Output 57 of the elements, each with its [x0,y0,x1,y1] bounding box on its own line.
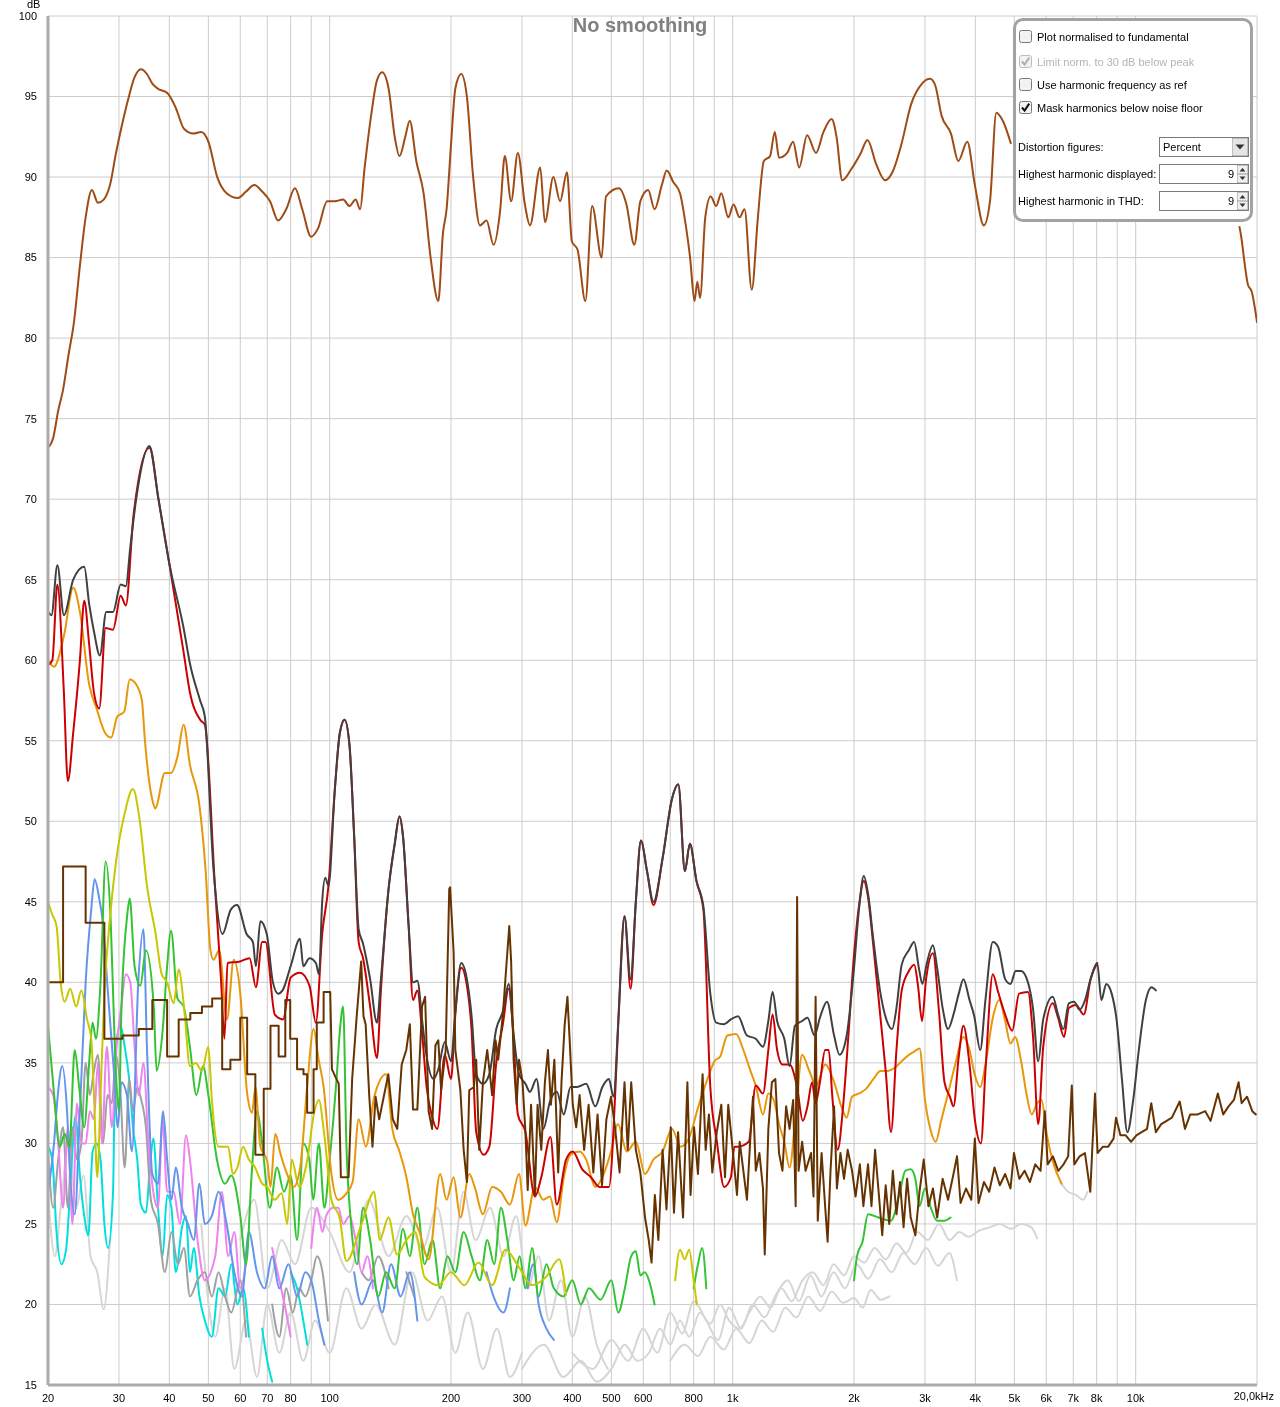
annotation: Highest harmonic displayed: [1018,167,1157,181]
x-tick-label: 30 [112,1391,126,1404]
number-field: 9 [1159,191,1249,211]
annotation: Plot normalised to fundamental [1037,30,1189,44]
x-tick-label: 80 [284,1391,297,1404]
chart-title: No smoothing [572,14,708,36]
annotation: Percent [1163,140,1201,154]
annotation: Use harmonic frequency as ref [1037,78,1187,92]
y-tick-label: 75 [24,412,37,425]
x-tick-label: 4k [969,1391,982,1404]
x-tick-label: 50 [202,1391,215,1404]
x-axis-title: 20,0kHz [1233,1390,1274,1403]
y-axis-title: dB [27,0,41,10]
dropdown-field: Percent [1159,137,1249,157]
x-tick-label: 600 [634,1391,653,1404]
annotation: 9 [1227,194,1234,208]
x-tick-label: 6k [1040,1391,1053,1404]
annotation: Mask harmonics below noise floor [1037,101,1203,115]
y-tick-label: 90 [24,170,37,183]
y-tick-label: 95 [24,90,37,103]
y-tick-label: 20 [24,1298,37,1311]
x-tick-label: 40 [163,1391,176,1404]
x-tick-label: 1k [726,1391,739,1404]
x-tick-label: 60 [234,1391,247,1404]
y-tick-label: 80 [24,332,37,345]
y-tick-label: 25 [24,1217,37,1230]
annotation: Distortion figures: [1018,140,1104,154]
y-tick-label: 60 [24,654,37,667]
annotation: Limit norm. to 30 dB below peak [1037,55,1195,69]
x-tick-label: 10k [1126,1391,1146,1404]
x-tick-label: 7k [1067,1391,1080,1404]
y-tick-label: 70 [24,493,37,506]
x-tick-label: 8k [1090,1391,1103,1404]
y-tick-label: 30 [24,1137,37,1150]
x-tick-label: 100 [320,1391,339,1404]
number-field: 9 [1159,164,1249,184]
x-tick-label: 70 [261,1391,274,1404]
y-tick-label: 40 [24,976,37,989]
x-tick-label: 3k [919,1391,932,1404]
y-tick-label: 15 [24,1378,37,1391]
x-tick-label: 300 [512,1391,532,1404]
annotation: Highest harmonic in THD: [1018,194,1144,208]
y-tick-label: 100 [18,9,37,22]
x-tick-label: 500 [602,1391,621,1404]
x-tick-label: 200 [441,1391,461,1404]
x-tick-label: 5k [1008,1391,1021,1404]
x-tick-label: 800 [684,1391,703,1404]
annotation: 9 [1227,167,1234,181]
y-tick-label: 35 [24,1056,37,1069]
x-tick-label: 2k [848,1391,861,1404]
y-tick-label: 55 [24,734,37,747]
y-tick-label: 45 [24,895,37,908]
y-tick-label: 85 [24,251,37,264]
x-tick-label: 20 [41,1391,55,1404]
x-tick-label: 400 [563,1391,582,1404]
y-tick-label: 50 [24,815,37,828]
y-tick-label: 65 [24,573,37,586]
